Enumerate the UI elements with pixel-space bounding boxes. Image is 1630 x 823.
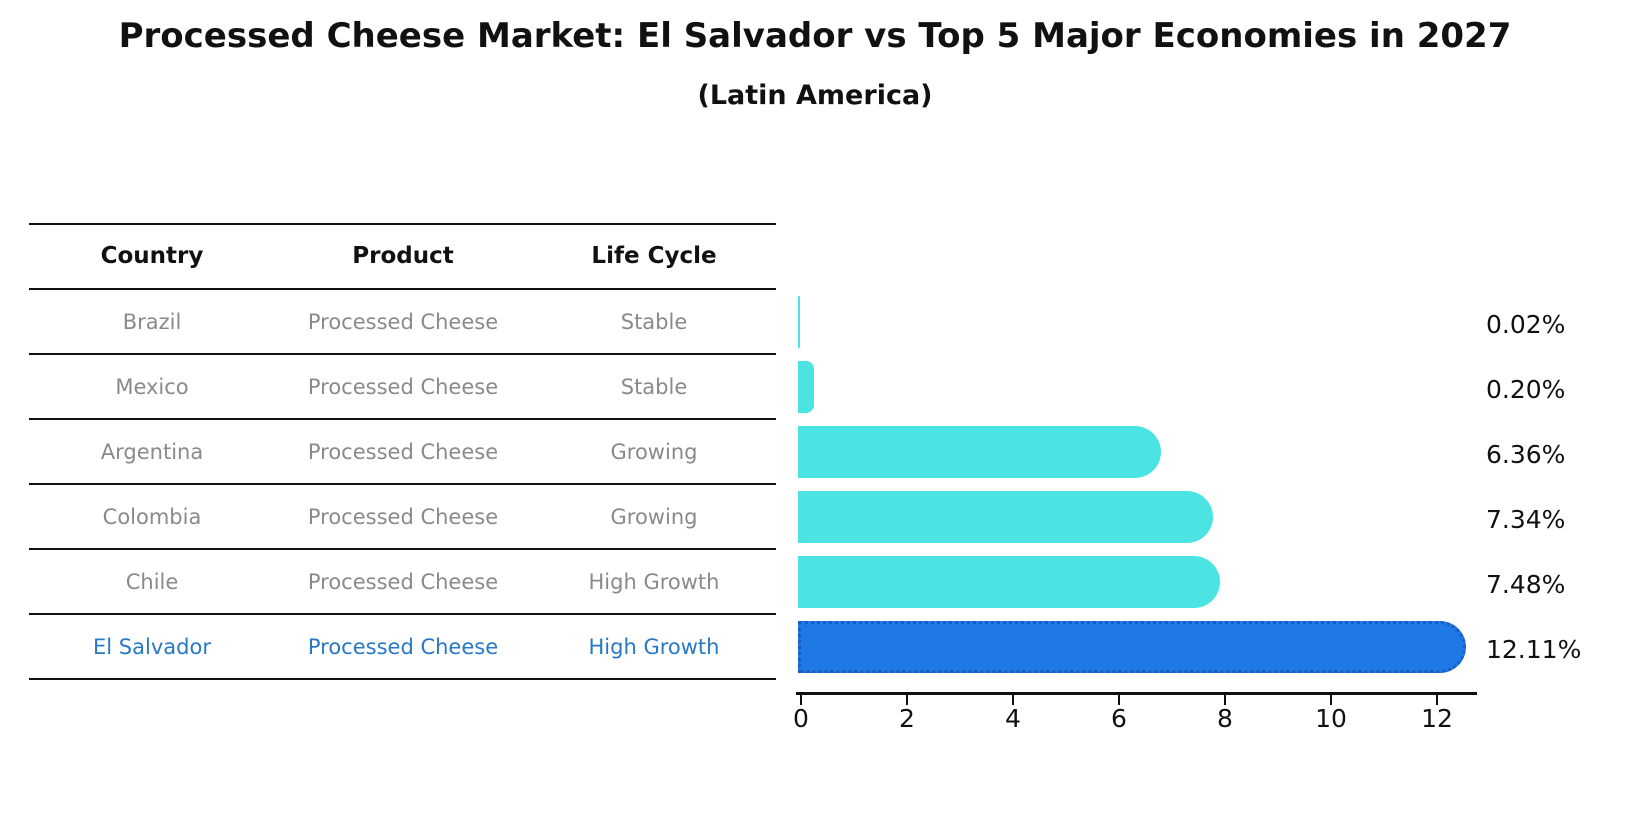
table-cell-life-cycle: Stable: [620, 310, 688, 334]
table-cell-country: Mexico: [115, 375, 189, 399]
x-tick-mark: [1436, 695, 1438, 705]
bar-value-label: 12.11%: [1486, 635, 1582, 664]
table-cell-product: Processed Cheese: [307, 505, 499, 529]
x-tick-label: 4: [1005, 704, 1021, 733]
table-cell-country: Brazil: [122, 310, 182, 334]
table-header-life-cycle: Life Cycle: [591, 243, 717, 269]
table-cell-life-cycle: High Growth: [588, 635, 720, 659]
table-cell-country: Colombia: [102, 505, 202, 529]
table-separator-line: [29, 613, 776, 615]
bar-argentina: [798, 426, 1162, 478]
table-cell-product: Processed Cheese: [307, 310, 499, 334]
x-axis-line: [796, 692, 1477, 695]
table-cell-product: Processed Cheese: [307, 375, 499, 399]
table-separator-line: [29, 223, 776, 225]
bar-value-label: 7.48%: [1486, 570, 1566, 599]
x-tick-mark: [906, 695, 908, 705]
x-tick-mark: [800, 695, 802, 705]
table-cell-life-cycle: Growing: [610, 440, 698, 464]
table-header-product: Product: [352, 243, 454, 269]
x-tick-label: 0: [793, 704, 809, 733]
table-separator-line: [29, 483, 776, 485]
bar-mexico: [798, 361, 814, 413]
x-tick-label: 8: [1217, 704, 1233, 733]
chart-subtitle: (Latin America): [697, 80, 933, 111]
table-header-country: Country: [100, 243, 204, 269]
table-separator-line: [29, 353, 776, 355]
bar-value-label: 0.20%: [1486, 375, 1566, 404]
table-separator-line: [29, 418, 776, 420]
table-cell-country: Chile: [125, 570, 179, 594]
table-separator-line: [29, 288, 776, 290]
table-cell-country: Argentina: [100, 440, 204, 464]
x-tick-label: 12: [1421, 704, 1453, 733]
x-tick-mark: [1012, 695, 1014, 705]
table-cell-product: Processed Cheese: [307, 635, 499, 659]
table-separator-line: [29, 548, 776, 550]
bar-colombia: [798, 491, 1214, 543]
x-tick-label: 2: [899, 704, 915, 733]
bar-value-label: 7.34%: [1486, 505, 1566, 534]
x-tick-mark: [1330, 695, 1332, 705]
table-cell-life-cycle: Growing: [610, 505, 698, 529]
bar-chile: [798, 556, 1221, 608]
x-tick-mark: [1118, 695, 1120, 705]
x-tick-label: 6: [1111, 704, 1127, 733]
bar-value-label: 6.36%: [1486, 440, 1566, 469]
bar-el-salvador: [798, 621, 1466, 673]
x-tick-label: 10: [1315, 704, 1347, 733]
table-separator-line: [29, 678, 776, 680]
table-cell-product: Processed Cheese: [307, 570, 499, 594]
table-cell-country: El Salvador: [93, 635, 211, 659]
bar-brazil: [798, 296, 800, 348]
bar-value-label: 0.02%: [1486, 310, 1566, 339]
table-cell-product: Processed Cheese: [307, 440, 499, 464]
chart-title: Processed Cheese Market: El Salvador vs …: [118, 16, 1512, 56]
x-tick-mark: [1224, 695, 1226, 705]
table-cell-life-cycle: High Growth: [588, 570, 720, 594]
table-cell-life-cycle: Stable: [620, 375, 688, 399]
